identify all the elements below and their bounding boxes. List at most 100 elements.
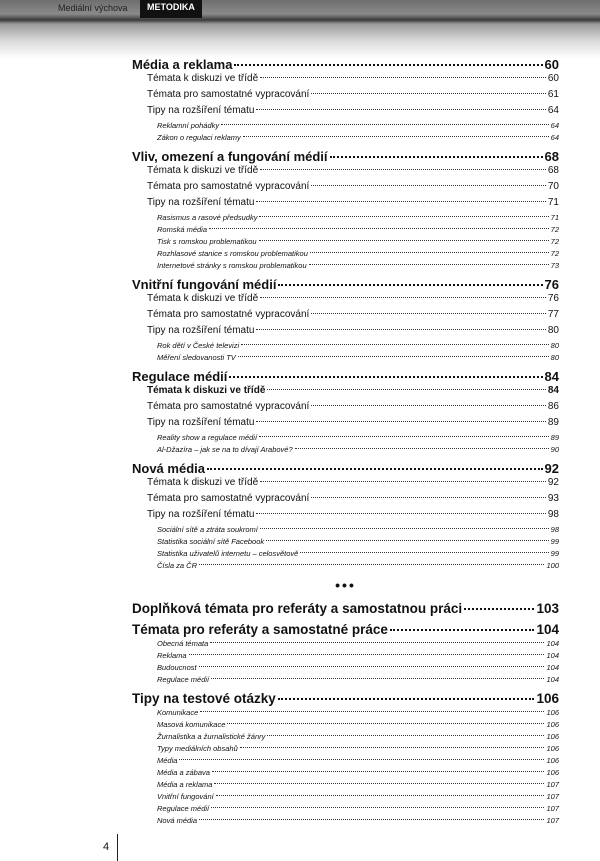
toc-topic[interactable]: Regulace médií 104: [132, 675, 559, 687]
toc-topic[interactable]: Média a reklama 107: [132, 780, 559, 792]
toc-topic[interactable]: Statistika uživatelů internetu – celosvě…: [132, 549, 559, 561]
toc-subsection[interactable]: Témata k diskuzi ve třídě 68: [132, 165, 559, 181]
toc-subsection[interactable]: Tipy na rozšíření tématu 89: [132, 417, 559, 433]
toc-subsection[interactable]: Témata pro samostatné vypracování 86: [132, 401, 559, 417]
entry-page: 80: [550, 341, 559, 350]
toc-topic[interactable]: Statistika sociální sítě Facebook 99: [132, 537, 559, 549]
toc-topic[interactable]: Sociální sítě a ztráta soukromí 98: [132, 525, 559, 537]
toc-subsection[interactable]: Témata k diskuzi ve třídě 84: [132, 385, 559, 401]
toc-topic[interactable]: Romská média 72: [132, 225, 559, 237]
entry-title: Tipy na rozšíření tématu: [147, 325, 255, 336]
toc-section[interactable]: Doplňková témata pro referáty a samostat…: [132, 601, 559, 618]
entry-page: 99: [550, 537, 559, 546]
toc-topic[interactable]: Měření sledovanosti TV 80: [132, 353, 559, 365]
toc-topic[interactable]: Tisk s romskou problematikou 72: [132, 237, 559, 249]
dot-leader: [206, 468, 543, 470]
dot-leader: [311, 93, 546, 94]
entry-page: 107: [546, 804, 559, 813]
entry-page: 92: [547, 477, 559, 488]
dot-leader: [237, 356, 549, 357]
dot-leader: [311, 185, 546, 186]
toc-subsection[interactable]: Tipy na rozšíření tématu 64: [132, 105, 559, 121]
toc-topic[interactable]: Obecná témata 104: [132, 639, 559, 651]
entry-page: 64: [550, 121, 559, 130]
toc-topic[interactable]: Média 106: [132, 756, 559, 768]
dot-leader: [259, 216, 549, 217]
entry-title: Tipy na rozšíření tématu: [147, 105, 255, 116]
entry-page: 80: [547, 325, 559, 336]
toc-topic[interactable]: Reality show a regulace médií 89: [132, 433, 559, 445]
toc-topic[interactable]: Masová komunikace 106: [132, 720, 559, 732]
toc-subsection[interactable]: Témata k diskuzi ve třídě 92: [132, 477, 559, 493]
toc-topic[interactable]: Čísla za ČR 100: [132, 561, 559, 573]
toc-section[interactable]: Tipy na testové otázky 106: [132, 691, 559, 708]
entry-title: Vliv, omezení a fungování médií: [132, 149, 328, 164]
toc-topic[interactable]: Typy mediálních obsahů 106: [132, 744, 559, 756]
entry-title: Témata pro samostatné vypracování: [147, 181, 310, 192]
entry-page: 106: [546, 756, 559, 765]
entry-page: 104: [536, 622, 559, 637]
entry-page: 86: [547, 401, 559, 412]
toc-subsection[interactable]: Tipy na rozšíření tématu 98: [132, 509, 559, 525]
page-number: 4: [103, 841, 110, 853]
dot-leader: [267, 735, 545, 736]
dot-leader: [199, 564, 545, 565]
toc-section[interactable]: Vliv, omezení a fungování médií 68: [132, 149, 559, 165]
entry-page: 100: [546, 561, 559, 570]
entry-title: Vnitřní fungování médií: [132, 277, 277, 292]
entry-page: 68: [544, 149, 559, 164]
dot-leader: [260, 169, 546, 170]
entry-page: 61: [547, 89, 559, 100]
dot-leader: [179, 759, 545, 760]
toc-subsection[interactable]: Tipy na rozšíření tématu 80: [132, 325, 559, 341]
entry-page: 89: [550, 433, 559, 442]
entry-title: Reklama: [157, 651, 187, 660]
toc-subsection[interactable]: Témata pro samostatné vypracování 61: [132, 89, 559, 105]
page-number-divider: [117, 834, 118, 861]
toc-section[interactable]: Nová média 92: [132, 461, 559, 477]
entry-title: Témata pro referáty a samostatné práce: [132, 622, 388, 637]
dot-leader: [215, 795, 545, 796]
toc-subsection[interactable]: Tipy na rozšíření tématu 71: [132, 197, 559, 213]
entry-page: 98: [550, 525, 559, 534]
entry-page: 60: [544, 57, 559, 72]
toc-topic[interactable]: Internetové stránky s romskou problemati…: [132, 261, 559, 273]
entry-title: Témata k diskuzi ve třídě: [147, 73, 259, 84]
dot-leader: [200, 711, 545, 712]
dot-leader: [239, 747, 545, 748]
toc-topic[interactable]: Vnitřní fungování 107: [132, 792, 559, 804]
toc-topic[interactable]: Rok dětí v České televizi 80: [132, 341, 559, 353]
toc-section[interactable]: Vnitřní fungování médií 76: [132, 277, 559, 293]
dot-leader: [211, 771, 545, 772]
toc-topic[interactable]: Reklama 104: [132, 651, 559, 663]
toc-subsection[interactable]: Témata pro samostatné vypracování 70: [132, 181, 559, 197]
toc-section[interactable]: Regulace médií 84: [132, 369, 559, 385]
entry-page: 89: [547, 417, 559, 428]
toc-topic[interactable]: Rasismus a rasové předsudky 71: [132, 213, 559, 225]
dot-leader: [464, 608, 535, 610]
toc-topic[interactable]: Reklamní pohádky 64: [132, 121, 559, 133]
entry-page: 71: [547, 197, 559, 208]
entry-page: 72: [550, 249, 559, 258]
toc-topic[interactable]: Budoucnost 104: [132, 663, 559, 675]
toc-section[interactable]: Témata pro referáty a samostatné práce 10…: [132, 622, 559, 639]
toc-topic[interactable]: Al-Džazíra – jak se na to dívají Arabové…: [132, 445, 559, 457]
toc-subsection[interactable]: Témata pro samostatné vypracování 93: [132, 493, 559, 509]
entry-page: 107: [546, 816, 559, 825]
toc-topic[interactable]: Rozhlasové stanice s romskou problematik…: [132, 249, 559, 261]
entry-title: Čísla za ČR: [157, 561, 198, 570]
toc-topic[interactable]: Média a zábava 106: [132, 768, 559, 780]
dot-leader: [309, 252, 549, 253]
toc-subsection[interactable]: Témata k diskuzi ve třídě 60: [132, 73, 559, 89]
toc-topic[interactable]: Komunikace 106: [132, 708, 559, 720]
entry-title: Média a reklama: [132, 57, 233, 72]
toc-topic[interactable]: Regulace médií 107: [132, 804, 559, 816]
toc-topic[interactable]: Zákon o regulaci reklamy 64: [132, 133, 559, 145]
entry-title: Nová média: [132, 461, 205, 476]
toc-subsection[interactable]: Témata pro samostatné vypracování 77: [132, 309, 559, 325]
toc-section[interactable]: Média a reklama 60: [132, 57, 559, 73]
entry-title: Žurnalistika a žurnalistické žánry: [157, 732, 266, 741]
toc-topic[interactable]: Žurnalistika a žurnalistické žánry 106: [132, 732, 559, 744]
toc-subsection[interactable]: Témata k diskuzi ve třídě 76: [132, 293, 559, 309]
toc-topic[interactable]: Nová média 107: [132, 816, 559, 828]
